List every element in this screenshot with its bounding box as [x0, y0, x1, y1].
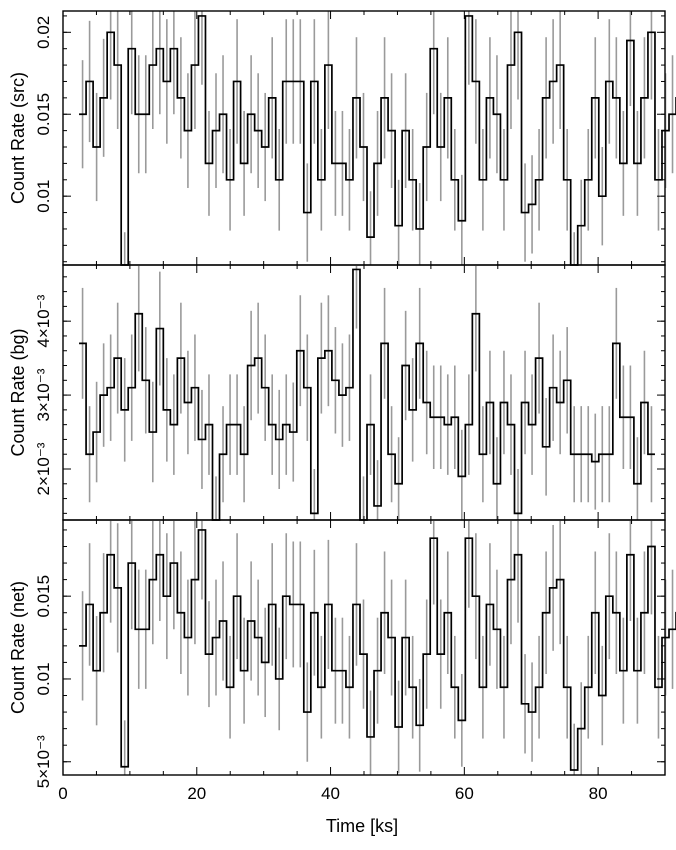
x-tick-label: 40 — [321, 784, 340, 803]
step-line — [79, 529, 676, 771]
y-axis-label: Count Rate (net) — [8, 581, 28, 714]
y-tick-label: 0.015 — [34, 93, 53, 136]
x-tick-label: 20 — [187, 784, 206, 803]
y-tick-label: 3×10⁻³ — [34, 368, 53, 421]
y-tick-label: 0.01 — [34, 180, 53, 213]
y-tick-label: 4×10⁻³ — [34, 294, 53, 347]
x-tick-label: 0 — [58, 784, 67, 803]
x-tick-label: 60 — [455, 784, 474, 803]
step-line — [79, 268, 655, 521]
x-axis-label: Time [ks] — [326, 816, 398, 836]
step-line — [79, 15, 676, 266]
y-tick-label: 0.02 — [34, 16, 53, 49]
y-tick-label: 5×10⁻³ — [34, 735, 53, 788]
y-tick-label: 2×10⁻³ — [34, 442, 53, 495]
y-axis-label: Count Rate (bg) — [8, 328, 28, 456]
x-axis: Time [ks] 0 20 40 60 80 — [58, 784, 607, 836]
panel-src-count-rate: 0.01 0.015 0.02 Count Rate (src) — [8, 10, 676, 266]
x-tick-label: 80 — [589, 784, 608, 803]
y-axis-label: Count Rate (src) — [8, 72, 28, 204]
y-tick-label: 0.015 — [34, 575, 53, 618]
panel-bg-count-rate: 2×10⁻³ 3×10⁻³ 4×10⁻³ Count Rate (bg) — [8, 264, 666, 521]
panel-net-count-rate: 5×10⁻³ 0.01 0.015 Count Rate (net) — [8, 519, 676, 788]
y-tick-label: 0.01 — [34, 662, 53, 695]
